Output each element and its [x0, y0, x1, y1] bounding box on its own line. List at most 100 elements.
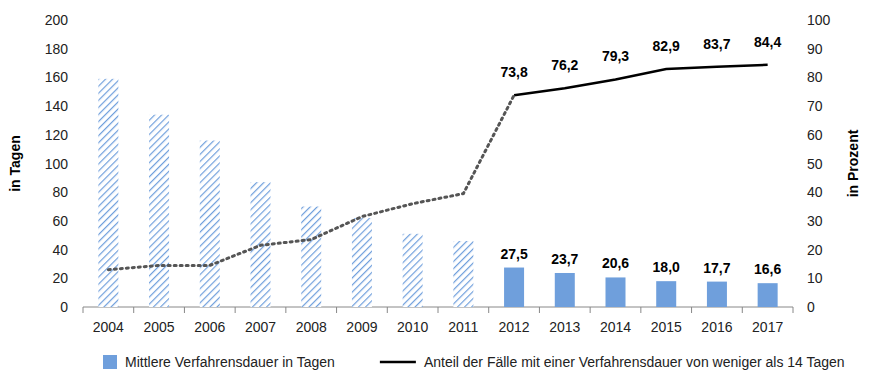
y2-tick-label: 50 — [807, 156, 823, 172]
x-tick-label: 2016 — [701, 319, 732, 335]
y2-tick — [793, 192, 797, 193]
y2-axis-title: in Prozent — [845, 129, 861, 197]
line-label: 84,4 — [754, 34, 781, 50]
y2-tick-label: 0 — [807, 299, 815, 315]
data-labels: 27,523,720,618,017,716,673,876,279,382,9… — [500, 34, 781, 277]
y-tick-label: 120 — [45, 127, 69, 143]
legend-swatch — [380, 361, 416, 364]
bar — [707, 282, 727, 307]
y2-tick-label: 100 — [807, 12, 831, 28]
x-tick-label: 2017 — [752, 319, 783, 335]
bar-label: 17,7 — [703, 260, 730, 276]
x-tick — [793, 307, 794, 313]
y-tick — [79, 307, 83, 308]
x-tick-label: 2012 — [498, 319, 529, 335]
bar — [504, 268, 524, 307]
bar — [403, 234, 423, 307]
y2-tick — [793, 134, 797, 135]
y2-tick — [793, 249, 797, 250]
x-tick — [235, 307, 236, 313]
bar-label: 23,7 — [551, 251, 578, 267]
bar — [98, 79, 118, 307]
y-tick — [79, 134, 83, 135]
y2-tick-label: 90 — [807, 41, 823, 57]
y-tick-label: 160 — [45, 69, 69, 85]
x-tick-label: 2010 — [397, 319, 428, 335]
x-tick — [285, 307, 286, 313]
y-tick — [79, 106, 83, 107]
y-tick-label: 100 — [45, 156, 69, 172]
y-tick-label: 140 — [45, 98, 69, 114]
x-tick — [133, 307, 134, 313]
y2-tick-label: 10 — [807, 270, 823, 286]
x-tick — [184, 307, 185, 313]
line-label: 79,3 — [602, 48, 629, 64]
y2-tick — [793, 307, 797, 308]
y-tick — [79, 77, 83, 78]
y-tick-label: 180 — [45, 41, 69, 57]
y-tick — [79, 278, 83, 279]
bar-label: 18,0 — [653, 259, 680, 275]
y-tick-label: 20 — [52, 270, 68, 286]
bar-label: 20,6 — [602, 255, 629, 271]
marks — [98, 65, 777, 307]
y-tick-label: 200 — [45, 12, 69, 28]
x-tick — [336, 307, 337, 313]
bar — [656, 281, 676, 307]
bar-label: 16,6 — [754, 261, 781, 277]
y2-tick — [793, 20, 797, 21]
x-tick-label: 2013 — [549, 319, 580, 335]
y2-tick — [793, 48, 797, 49]
x-tick — [640, 307, 641, 313]
bar — [758, 283, 778, 307]
y-tick — [79, 20, 83, 21]
y-tick-label: 0 — [60, 299, 68, 315]
x-tick-label: 2005 — [143, 319, 174, 335]
y2-tick — [793, 220, 797, 221]
x-tick-label: 2006 — [194, 319, 225, 335]
legend-label: Anteil der Fälle mit einer Verfahrensdau… — [424, 354, 845, 370]
bar — [453, 241, 473, 307]
y-tick — [79, 163, 83, 164]
y-axis-title: in Tagen — [7, 135, 23, 192]
x-tick — [539, 307, 540, 313]
x-tick — [387, 307, 388, 313]
x-tick — [438, 307, 439, 313]
x-tick-label: 2007 — [245, 319, 276, 335]
y-tick-label: 80 — [52, 184, 68, 200]
y-tick — [79, 220, 83, 221]
x-tick-label: 2015 — [651, 319, 682, 335]
y2-tick — [793, 163, 797, 164]
x-tick — [742, 307, 743, 313]
x-tick — [691, 307, 692, 313]
bar — [149, 115, 169, 307]
y-tick-label: 40 — [52, 242, 68, 258]
bar — [301, 207, 321, 307]
x-tick-label: 2009 — [346, 319, 377, 335]
y-tick — [79, 48, 83, 49]
line-label: 83,7 — [703, 36, 730, 52]
y2-tick — [793, 278, 797, 279]
y2-tick-label: 60 — [807, 127, 823, 143]
y2-tick — [793, 77, 797, 78]
bar — [352, 218, 372, 307]
legend-label: Mittlere Verfahrensdauer in Tagen — [125, 354, 335, 370]
chart: 0 20 40 60 80 100 120 140 160 180 200 0 10 20 30 40 50 60… — [0, 0, 872, 382]
line-label: 82,9 — [653, 38, 680, 54]
legend-swatch — [103, 355, 117, 369]
y2-tick-label: 80 — [807, 69, 823, 85]
y2-tick-label: 70 — [807, 98, 823, 114]
y2-tick-label: 20 — [807, 242, 823, 258]
y2-tick-label: 30 — [807, 213, 823, 229]
bar — [200, 141, 220, 307]
x-tick-label: 2011 — [448, 319, 478, 335]
line-label: 76,2 — [551, 57, 578, 73]
x-tick-label: 2014 — [600, 319, 631, 335]
bar-label: 27,5 — [500, 246, 527, 262]
y-tick-label: 60 — [52, 213, 68, 229]
x-tick — [488, 307, 489, 313]
y2-tick-label: 40 — [807, 184, 823, 200]
y2-tick — [793, 106, 797, 107]
x-tick — [83, 307, 84, 313]
y-tick — [79, 249, 83, 250]
